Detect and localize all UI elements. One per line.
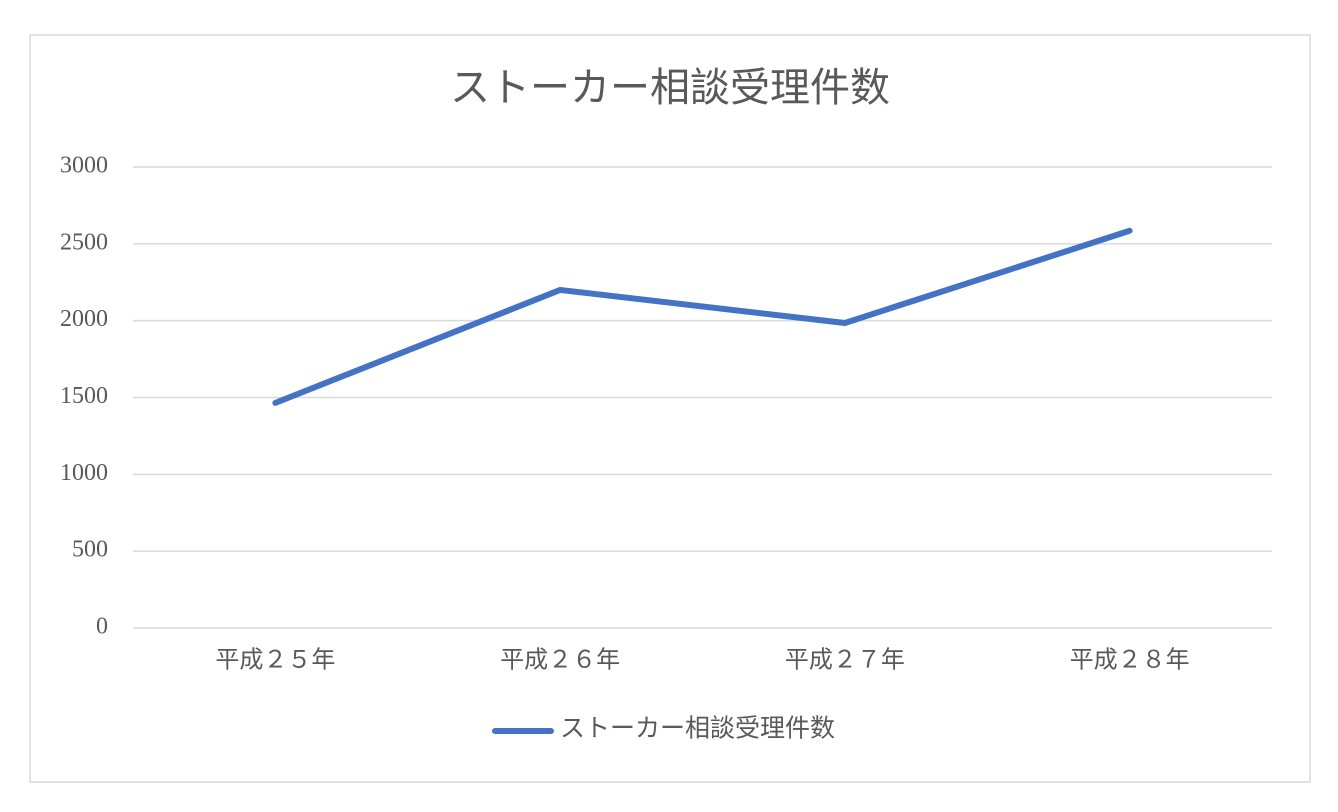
y-tick-label: 1000: [60, 460, 108, 486]
y-tick-label: 0: [96, 614, 108, 640]
y-tick-label: 1500: [60, 383, 108, 409]
chart-frame: [29, 34, 1311, 783]
x-tick-label: 平成２８年: [1070, 647, 1190, 674]
y-tick-label: 2500: [60, 229, 108, 255]
chart-title: ストーカー相談受理件数: [450, 65, 890, 110]
y-tick-label: 3000: [60, 153, 108, 179]
legend-label: ストーカー相談受理件数: [560, 715, 835, 743]
x-tick-label: 平成２７年: [785, 647, 905, 674]
y-tick-label: 2000: [60, 306, 108, 332]
data-line: [272, 227, 1133, 406]
y-tick-label: 500: [72, 537, 108, 563]
x-tick-label: 平成２５年: [215, 647, 335, 674]
x-tick-label: 平成２６年: [500, 647, 620, 674]
